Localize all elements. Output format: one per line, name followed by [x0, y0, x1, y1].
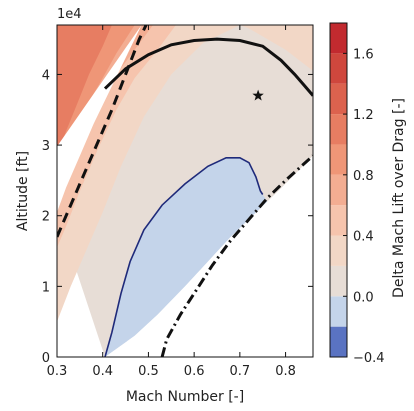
colorbar-segment [330, 235, 347, 266]
colorbar-tick-label: 0.0 [353, 290, 374, 305]
x-tick-label: 0.6 [184, 364, 205, 379]
colorbar-segment [330, 326, 347, 357]
x-axis-label: Mach Number [-] [126, 389, 244, 405]
y-tick-label: 0 [42, 351, 50, 366]
x-tick-label: 0.5 [138, 364, 159, 379]
colorbar-tick-label: 0.8 [353, 169, 374, 184]
y-tick-label: 1 [42, 280, 50, 295]
x-tick-label: 0.4 [92, 364, 113, 379]
colorbar-segment [330, 174, 347, 206]
contour-line-zero [104, 157, 264, 357]
boundary-line-dashdot [160, 154, 313, 357]
colorbar-segment [330, 296, 347, 327]
colorbar-tick-label: 0.4 [353, 230, 374, 245]
colorbar-label: Delta Mach Lift over Drag [-] [391, 98, 407, 298]
y-tick-label: 2 [42, 210, 50, 225]
x-tick-label: 0.8 [275, 364, 296, 379]
colorbar: −0.4 0.0 0.4 0.8 1.2 1.6 [329, 22, 385, 366]
boundary-line-solid [103, 37, 313, 97]
y-tick-label: 3 [42, 139, 50, 154]
y-axis-label: Altitude [ft] [15, 151, 31, 231]
colorbar-segment [330, 205, 347, 236]
colorbar-segment [330, 23, 347, 54]
colorbar-segment [330, 83, 347, 115]
colorbar-segment [330, 114, 347, 145]
contour-band [105, 157, 268, 357]
colorbar-tick-label: 1.6 [353, 47, 374, 62]
envelope-mask [105, 155, 313, 357]
star-marker [252, 89, 264, 101]
y-tick-label: 4 [42, 68, 50, 83]
colorbar-frame [329, 22, 348, 358]
colorbar-tick-label: 1.2 [353, 108, 374, 123]
colorbar-tick-label: −0.4 [353, 351, 385, 366]
plot-area [57, 25, 313, 357]
axes: 0.3 0.4 0.5 0.6 0.7 0.8 0 1 2 3 4 [42, 24, 314, 379]
x-tick-label: 0.7 [230, 364, 251, 379]
colorbar-segment [330, 53, 347, 84]
boundary-line-dashed [57, 25, 148, 238]
x-tick-label: 0.3 [47, 364, 68, 379]
y-offset-label: 1e4 [57, 7, 82, 22]
colorbar-segment [330, 265, 347, 297]
colorbar-segment [330, 144, 347, 175]
plot-frame [56, 24, 314, 358]
contour-band [57, 25, 112, 156]
